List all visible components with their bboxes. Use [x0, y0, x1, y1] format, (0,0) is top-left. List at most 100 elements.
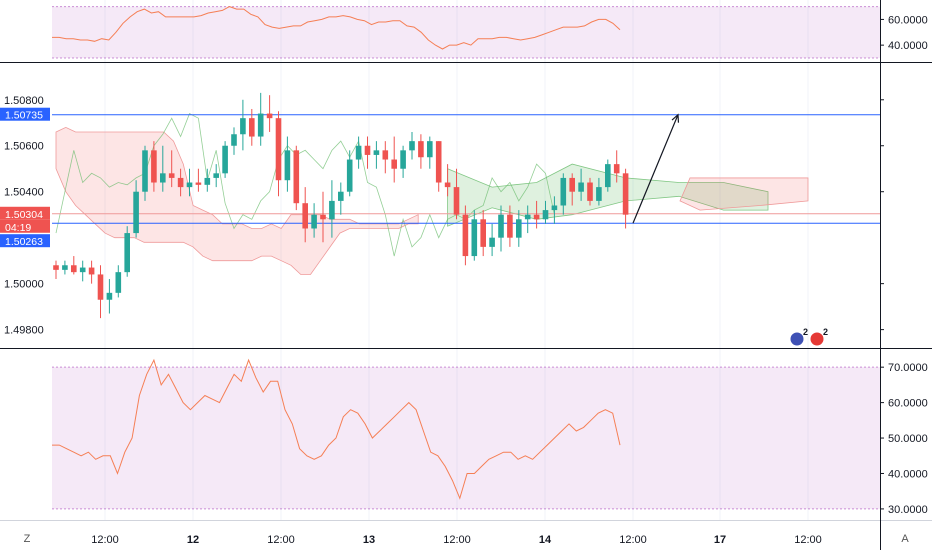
- rsi-tick-label: 60.0000: [888, 398, 928, 410]
- candle-body: [257, 113, 264, 137]
- price-tick-label: 1.49800: [4, 325, 44, 337]
- projection-arrow: [632, 114, 679, 224]
- candle-body: [329, 200, 335, 220]
- ichimoku-cloud-future: [679, 177, 809, 211]
- time-tick-label: 12: [187, 534, 199, 546]
- candle-body: [453, 187, 460, 215]
- candle-body: [71, 265, 77, 273]
- time-tick-label: 12:00: [794, 534, 822, 546]
- candle-body: [106, 292, 113, 300]
- candle-body: [62, 265, 68, 270]
- flag-count: 2: [803, 327, 808, 337]
- candle-body: [320, 214, 326, 220]
- candle-body: [382, 150, 389, 160]
- candle-body: [266, 113, 273, 119]
- candle-body: [338, 191, 344, 201]
- rsi-band: [52, 367, 880, 509]
- candle-body: [435, 141, 442, 183]
- candle-body: [195, 182, 202, 185]
- candle-body: [302, 203, 308, 229]
- rsi-tick-label: 40.0000: [888, 468, 928, 480]
- candle-body: [542, 210, 549, 220]
- time-tick-label: 13: [363, 534, 375, 546]
- flag-count: 2: [823, 327, 828, 337]
- candle-body: [97, 274, 104, 300]
- candle-body: [471, 219, 478, 257]
- candle-body: [444, 182, 451, 188]
- candle-body: [569, 177, 575, 192]
- candle-body: [284, 150, 291, 181]
- candle-body: [560, 177, 567, 206]
- price-tag-label: 1.50735: [5, 110, 43, 122]
- candle-body: [142, 150, 148, 192]
- candle-body: [133, 191, 139, 234]
- candle-body: [587, 182, 593, 201]
- candle-body: [204, 177, 211, 185]
- price-tag-label: 04:19: [5, 222, 31, 234]
- bottom-left-button[interactable]: Z: [23, 533, 31, 545]
- candle-body: [409, 141, 415, 151]
- candle-body: [596, 187, 602, 201]
- price-tick-label: 1.50400: [4, 187, 44, 199]
- price-tag-box: [0, 107, 50, 121]
- price-tag-box: [0, 234, 50, 248]
- candle-body: [79, 267, 86, 273]
- candle-body: [222, 145, 228, 174]
- candle-body: [498, 214, 504, 238]
- eur-flag-icon: [789, 331, 805, 347]
- candle-body: [462, 214, 469, 257]
- candle-body: [249, 118, 255, 137]
- price-tag-label: 1.50304: [5, 209, 43, 221]
- candle-body: [151, 150, 157, 183]
- price-tag-box: [0, 219, 50, 233]
- candle-body: [355, 145, 362, 160]
- candle-body: [480, 219, 486, 247]
- candle-body: [160, 173, 166, 183]
- candle-body: [489, 237, 495, 247]
- candle-body: [516, 219, 522, 238]
- rsi-line: [52, 358, 621, 500]
- price-tick-label: 1.50000: [4, 279, 44, 291]
- time-tick-label: 14: [539, 534, 552, 546]
- candle-body: [605, 164, 611, 188]
- ichimoku-lagging-span: [55, 113, 555, 257]
- candle-body: [524, 214, 531, 220]
- candle-body: [373, 150, 380, 155]
- top-oscillator-band: [52, 6, 880, 59]
- candle-body: [124, 233, 130, 273]
- rsi-tick-label: 30.0000: [888, 504, 928, 516]
- candle-body: [551, 205, 558, 211]
- candle-body: [213, 173, 219, 178]
- candle-body: [240, 118, 246, 135]
- top-oscillator-tick-label: 60.0000: [888, 14, 928, 26]
- candle-body: [88, 267, 95, 275]
- price-tag-box: [0, 206, 50, 220]
- price-tick-label: 1.50800: [4, 95, 44, 107]
- price-tick-label: 1.50600: [4, 141, 44, 153]
- candle-body: [418, 141, 424, 158]
- candle-body: [533, 214, 540, 220]
- candle-body: [346, 159, 353, 192]
- candle-body: [427, 141, 433, 158]
- candle-body: [115, 272, 122, 293]
- projection-arrow-head: [671, 113, 680, 123]
- bottom-right-button[interactable]: A: [901, 533, 909, 545]
- time-tick-label: 12:00: [91, 534, 119, 546]
- candle-body: [507, 214, 513, 238]
- candle-body: [311, 214, 317, 229]
- price-tag-label: 1.50263: [5, 236, 43, 248]
- candle-body: [168, 173, 175, 178]
- time-tick-label: 12:00: [619, 534, 647, 546]
- candle-body: [613, 164, 620, 174]
- top-oscillator-line: [52, 6, 621, 50]
- candle-body: [177, 177, 184, 188]
- time-tick-label: 17: [714, 534, 726, 546]
- cad-flag-icon: [809, 331, 825, 347]
- candle-body: [391, 159, 397, 169]
- candle-body: [275, 118, 282, 181]
- time-tick-label: 12:00: [443, 534, 471, 546]
- time-tick-label: 12:00: [267, 534, 295, 546]
